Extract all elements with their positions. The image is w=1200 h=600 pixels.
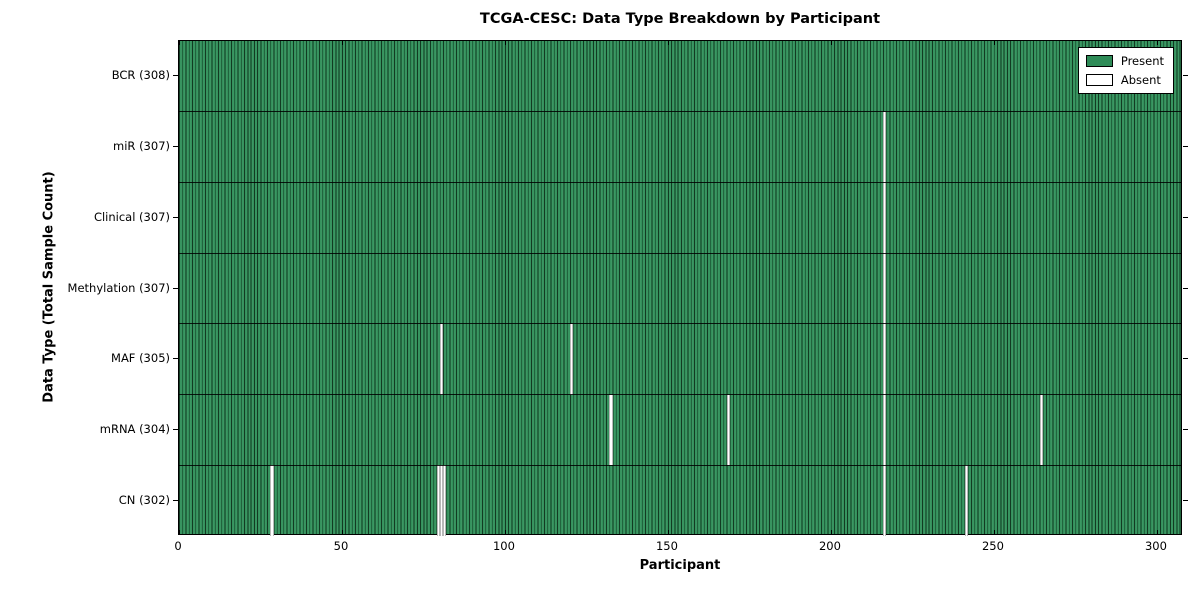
y-tick-mark bbox=[173, 146, 178, 148]
row-separator bbox=[179, 111, 1181, 113]
y-tick-mark bbox=[173, 499, 178, 501]
absent-gap bbox=[570, 323, 574, 395]
row-label-methylation: Methylation (307) bbox=[67, 280, 170, 295]
absent-gap bbox=[443, 465, 447, 536]
x-tick-mark bbox=[1156, 530, 1158, 534]
x-tick-label: 300 bbox=[1144, 539, 1167, 553]
x-tick-mark bbox=[667, 530, 669, 534]
x-tick-label: 0 bbox=[174, 539, 182, 553]
x-tick-mark bbox=[504, 41, 506, 45]
legend-absent-label: Absent bbox=[1120, 73, 1161, 87]
absent-gap bbox=[883, 182, 887, 254]
absent-gap bbox=[1039, 394, 1043, 466]
x-tick-mark bbox=[830, 530, 832, 534]
x-tick-label: 50 bbox=[333, 539, 349, 553]
x-tick-mark bbox=[830, 41, 832, 45]
row-separator bbox=[179, 181, 1181, 183]
row-separator bbox=[179, 394, 1181, 396]
y-tick-mark bbox=[173, 428, 178, 430]
absent-gap bbox=[883, 394, 887, 466]
row-separator bbox=[179, 252, 1181, 254]
legend-entry-present: Present bbox=[1085, 53, 1164, 69]
absent-gap bbox=[436, 465, 440, 536]
absent-gap bbox=[270, 465, 274, 536]
absent-gap bbox=[883, 111, 887, 183]
absent-gap bbox=[439, 323, 444, 395]
x-tick-mark bbox=[341, 530, 343, 534]
y-tick-mark bbox=[1183, 287, 1188, 289]
x-tick-label: 250 bbox=[981, 539, 1004, 553]
legend-present-swatch bbox=[1085, 55, 1113, 67]
x-tick-label: 100 bbox=[492, 539, 515, 553]
legend-entry-absent: Absent bbox=[1085, 72, 1164, 88]
x-tick-label: 200 bbox=[818, 539, 841, 553]
plot-area: Present Absent bbox=[178, 40, 1182, 536]
x-axis-label: Participant bbox=[639, 558, 721, 573]
x-tick-mark bbox=[341, 41, 343, 45]
absent-gap bbox=[883, 323, 887, 395]
row-label-clinical: Clinical (307) bbox=[93, 209, 170, 224]
absent-gap bbox=[964, 465, 968, 536]
row-label-mir: miR (307) bbox=[113, 139, 170, 154]
absent-gap bbox=[883, 465, 887, 536]
row-label-mrna: mRNA (304) bbox=[99, 421, 170, 436]
y-tick-mark bbox=[1183, 216, 1188, 218]
absent-gap bbox=[883, 253, 887, 324]
absent-gap bbox=[439, 465, 444, 536]
legend-present-label: Present bbox=[1120, 54, 1164, 68]
row-label-cn: CN (302) bbox=[118, 492, 170, 507]
row-label-maf: MAF (305) bbox=[111, 351, 170, 366]
y-tick-mark bbox=[173, 75, 178, 77]
chart-title: TCGA-CESC: Data Type Breakdown by Partic… bbox=[479, 11, 881, 27]
row-label-bcr: BCR (308) bbox=[111, 68, 170, 83]
legend-absent-swatch bbox=[1085, 74, 1113, 86]
y-tick-mark bbox=[173, 358, 178, 360]
x-tick-mark bbox=[179, 530, 180, 534]
absent-gap bbox=[726, 394, 730, 466]
absent-gap bbox=[609, 394, 613, 466]
x-tick-mark bbox=[993, 530, 995, 534]
x-tick-mark bbox=[1156, 41, 1158, 45]
y-tick-mark bbox=[173, 216, 178, 218]
x-tick-mark bbox=[504, 530, 506, 534]
x-tick-label: 150 bbox=[655, 539, 678, 553]
y-tick-mark bbox=[1183, 428, 1188, 430]
y-tick-mark bbox=[1183, 499, 1188, 501]
y-tick-mark bbox=[1183, 358, 1188, 360]
x-tick-mark bbox=[667, 41, 669, 45]
x-tick-mark bbox=[179, 41, 180, 45]
legend: Present Absent bbox=[1077, 47, 1174, 94]
y-tick-mark bbox=[173, 287, 178, 289]
row-separator bbox=[179, 323, 1181, 325]
x-tick-mark bbox=[993, 41, 995, 45]
y-tick-mark bbox=[1183, 75, 1188, 77]
row-separator bbox=[179, 464, 1181, 466]
y-tick-mark bbox=[1183, 146, 1188, 148]
